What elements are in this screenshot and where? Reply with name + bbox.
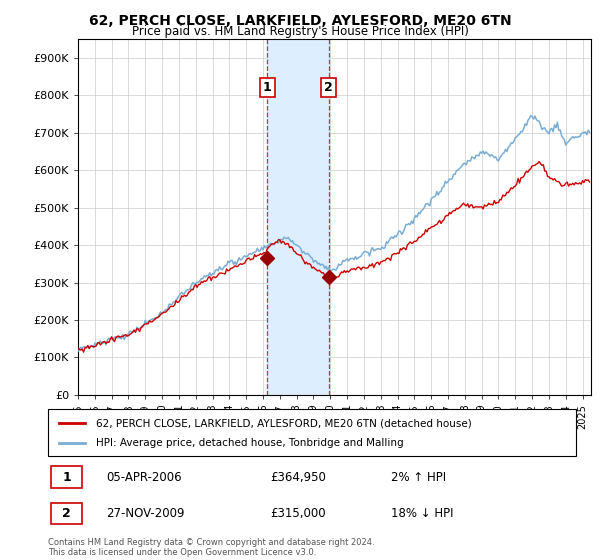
- Text: 2: 2: [324, 81, 333, 95]
- Text: Price paid vs. HM Land Registry's House Price Index (HPI): Price paid vs. HM Land Registry's House …: [131, 25, 469, 38]
- FancyBboxPatch shape: [50, 466, 82, 488]
- Text: 18% ↓ HPI: 18% ↓ HPI: [391, 507, 454, 520]
- Text: HPI: Average price, detached house, Tonbridge and Malling: HPI: Average price, detached house, Tonb…: [95, 438, 403, 448]
- FancyBboxPatch shape: [50, 503, 82, 525]
- Text: 2% ↑ HPI: 2% ↑ HPI: [391, 471, 446, 484]
- Text: 27-NOV-2009: 27-NOV-2009: [106, 507, 185, 520]
- Text: £364,950: £364,950: [270, 471, 326, 484]
- Text: 1: 1: [263, 81, 272, 95]
- Text: 1: 1: [62, 471, 71, 484]
- Text: 62, PERCH CLOSE, LARKFIELD, AYLESFORD, ME20 6TN: 62, PERCH CLOSE, LARKFIELD, AYLESFORD, M…: [89, 14, 511, 28]
- Text: £315,000: £315,000: [270, 507, 325, 520]
- Bar: [267, 39, 329, 395]
- FancyBboxPatch shape: [48, 409, 576, 456]
- Text: Contains HM Land Registry data © Crown copyright and database right 2024.
This d: Contains HM Land Registry data © Crown c…: [48, 538, 374, 557]
- Text: 62, PERCH CLOSE, LARKFIELD, AYLESFORD, ME20 6TN (detached house): 62, PERCH CLOSE, LARKFIELD, AYLESFORD, M…: [95, 418, 471, 428]
- Text: 2: 2: [62, 507, 71, 520]
- Text: 05-APR-2006: 05-APR-2006: [106, 471, 182, 484]
